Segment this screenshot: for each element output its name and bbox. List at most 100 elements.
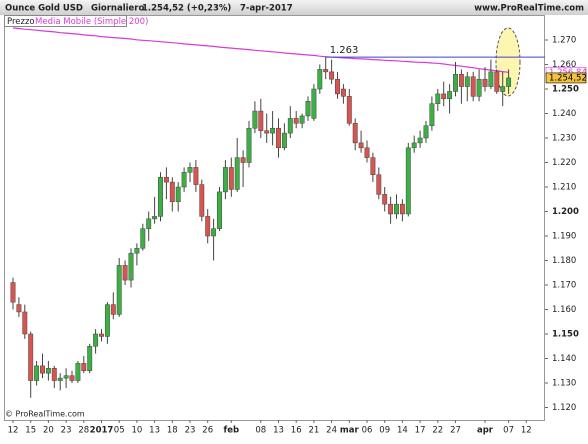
y-tick-label: 1.220 bbox=[552, 158, 576, 168]
site: www.ProRealTime.com bbox=[474, 4, 584, 14]
candle-body bbox=[358, 142, 364, 149]
candle-body bbox=[116, 265, 122, 315]
x-tick-label: 18 bbox=[167, 426, 178, 436]
x-tick-label: 27 bbox=[450, 426, 461, 436]
candle-body bbox=[388, 203, 394, 215]
candle-body bbox=[175, 186, 181, 202]
candle-body bbox=[146, 218, 152, 229]
candle-body bbox=[187, 167, 193, 173]
candle-body bbox=[181, 172, 187, 188]
candle-body bbox=[45, 368, 51, 374]
candle-body bbox=[287, 118, 293, 134]
y-tick-label: 1.130 bbox=[552, 379, 576, 389]
y-tick-label: 1.150 bbox=[552, 330, 579, 340]
candle-body bbox=[222, 167, 228, 193]
legend-box bbox=[4, 15, 127, 27]
candle-body bbox=[453, 74, 458, 92]
candle-body bbox=[140, 228, 146, 249]
candle-body bbox=[394, 203, 399, 215]
price-tag-label: 1.254,52 bbox=[549, 73, 587, 83]
candle-body bbox=[411, 142, 417, 149]
x-tick-label: 28 bbox=[78, 426, 89, 436]
x-tick-label: 23 bbox=[61, 426, 72, 436]
candle-body bbox=[429, 103, 435, 127]
candle-body bbox=[447, 91, 453, 100]
x-tick-label: feb bbox=[224, 426, 240, 436]
x-tick-label: 05 bbox=[114, 426, 125, 436]
y-tick-label: 1.230 bbox=[552, 134, 576, 144]
candle-body bbox=[87, 346, 93, 372]
candle-body bbox=[276, 127, 281, 149]
candle-body bbox=[110, 304, 116, 315]
legend-ma: Media Mobile (Simple 200) bbox=[35, 17, 148, 27]
y-tick-label: 1.180 bbox=[552, 256, 576, 266]
y-tick-label: 1.200 bbox=[552, 207, 579, 217]
y-tick-label: 1.120 bbox=[552, 403, 576, 413]
x-tick-label: 20 bbox=[43, 426, 54, 436]
y-tick-label: 1.240 bbox=[552, 109, 576, 119]
x-tick-label: 06 bbox=[362, 426, 373, 436]
candle-body bbox=[40, 365, 45, 374]
candle-body bbox=[246, 127, 252, 163]
candle-body bbox=[323, 69, 329, 73]
candle-body bbox=[10, 282, 16, 303]
candle-body bbox=[104, 304, 110, 337]
y-tick-label: 1.270 bbox=[552, 36, 576, 46]
moving-average bbox=[12, 27, 509, 73]
candle-body bbox=[470, 76, 476, 97]
candle-body bbox=[69, 375, 75, 381]
candle-body bbox=[464, 76, 470, 87]
candle-body bbox=[152, 216, 158, 220]
candle-body bbox=[382, 194, 388, 205]
candle-body bbox=[134, 248, 140, 254]
candle-body bbox=[376, 174, 382, 195]
candle-body bbox=[199, 184, 205, 217]
x-tick-label: 13 bbox=[273, 426, 284, 436]
highlight-ellipse bbox=[495, 27, 521, 97]
candle-body bbox=[405, 147, 411, 215]
candle-body bbox=[346, 96, 352, 124]
x-tick-label: 26 bbox=[202, 426, 213, 436]
candle-body bbox=[488, 71, 494, 87]
y-tick-label: 1.260 bbox=[552, 60, 576, 70]
candle-body bbox=[169, 181, 175, 202]
x-tick-label: 23 bbox=[185, 426, 196, 436]
candle-body bbox=[163, 176, 169, 183]
candle-body bbox=[506, 77, 512, 87]
candle-body bbox=[34, 365, 40, 381]
y-tick-label: 1.210 bbox=[552, 183, 576, 193]
candle-body bbox=[22, 311, 28, 335]
x-tick-label: 24 bbox=[326, 426, 337, 436]
candle-body bbox=[458, 74, 464, 87]
candle-body bbox=[364, 147, 370, 158]
x-tick-label: mar bbox=[340, 426, 360, 436]
candle-body bbox=[435, 93, 441, 104]
x-tick-label: 10 bbox=[131, 426, 142, 436]
candle-body bbox=[99, 333, 104, 337]
candle-body bbox=[252, 110, 258, 129]
y-tick-label: 1.250 bbox=[552, 85, 579, 95]
candle-body bbox=[352, 123, 358, 144]
candle-body bbox=[370, 157, 376, 176]
candle-body bbox=[305, 101, 311, 117]
candle-body bbox=[217, 191, 222, 229]
candle-body bbox=[399, 203, 405, 215]
y-tick-label: 1.190 bbox=[552, 232, 576, 242]
x-tick-label: 09 bbox=[379, 426, 390, 436]
candle-body bbox=[270, 127, 276, 134]
y-tick-label: 1.160 bbox=[552, 305, 576, 315]
period: Giornaliero bbox=[91, 4, 144, 14]
candle-body bbox=[476, 78, 482, 97]
candle-body bbox=[441, 93, 447, 100]
candle-body bbox=[93, 333, 99, 347]
candle-body bbox=[57, 377, 63, 381]
candle-body bbox=[500, 86, 506, 92]
candle-body bbox=[417, 137, 423, 144]
candle-body bbox=[329, 71, 335, 80]
candle-body bbox=[211, 228, 217, 237]
candle-body bbox=[158, 176, 163, 217]
candle-body bbox=[51, 368, 57, 381]
candle-body bbox=[205, 216, 211, 237]
candle-body bbox=[264, 130, 270, 134]
